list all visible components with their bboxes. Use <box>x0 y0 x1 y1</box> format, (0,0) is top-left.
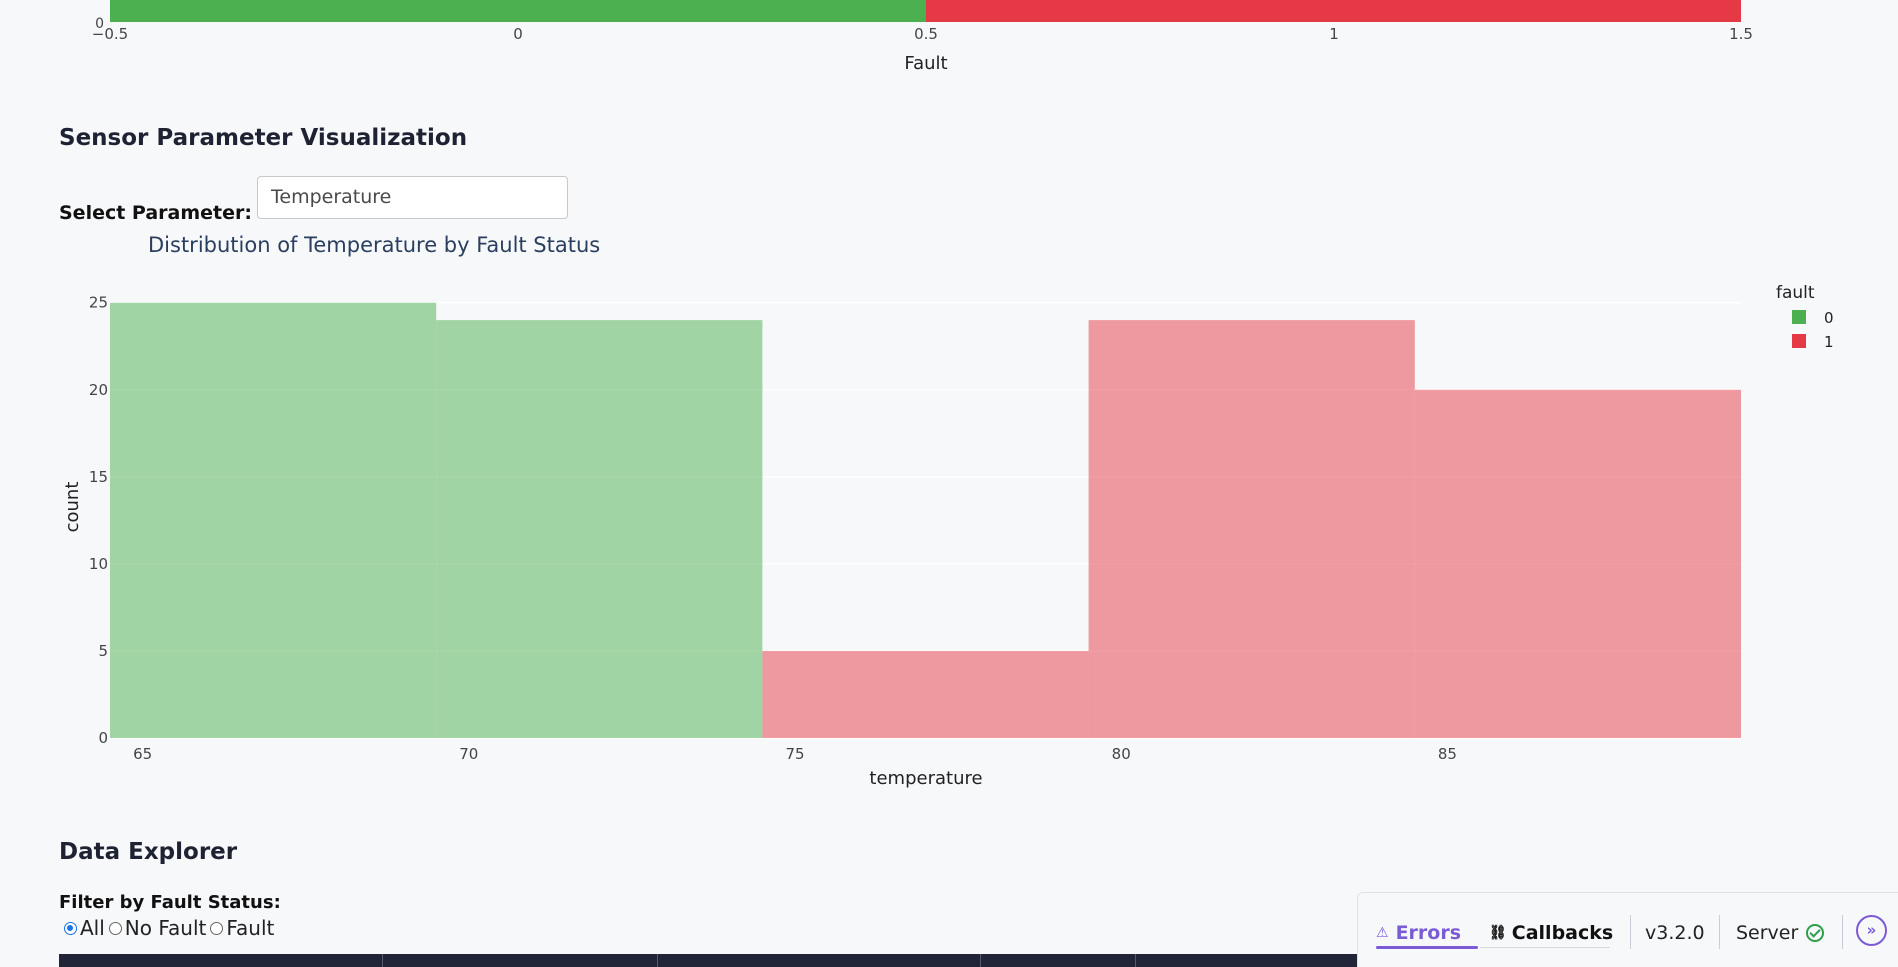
sensor-section-title: Sensor Parameter Visualization <box>59 125 468 151</box>
top-x-tick: 0.5 <box>914 25 938 43</box>
dev-tools-bar: ⚠ Errors ⛓ Callbacks v3.2.0 Server » <box>1357 892 1898 967</box>
fault-0-bar <box>110 0 926 22</box>
server-label: Server <box>1736 922 1799 944</box>
x-tick-label: 75 <box>785 745 804 763</box>
y-axis-label: count <box>62 482 83 533</box>
divider <box>1719 915 1720 949</box>
y-tick-label: 20 <box>89 381 108 399</box>
callbacks-tab[interactable]: ⛓ Callbacks <box>1489 922 1613 944</box>
radio-fault[interactable]: Fault <box>210 916 274 940</box>
x-tick-label: 65 <box>133 745 152 763</box>
histogram-bar-fault-1 <box>1088 320 1415 738</box>
top-x-tick: 1.5 <box>1729 25 1753 43</box>
divider <box>1842 915 1843 949</box>
radio-all[interactable]: All <box>64 916 105 940</box>
histogram-bar-fault-0 <box>110 302 437 738</box>
top-x-tick: 1 <box>1329 25 1339 43</box>
radio-all-circle[interactable] <box>64 921 77 935</box>
callback-graph-icon: ⛓ <box>1489 925 1507 941</box>
y-tick-label: 25 <box>89 294 108 312</box>
legend-swatch-0 <box>1792 310 1806 324</box>
table-column-separator <box>382 954 383 967</box>
radio-no-fault-circle[interactable] <box>108 921 122 935</box>
temperature-histogram: Distribution of Temperature by Fault Sta… <box>62 233 1834 789</box>
top-y-tick: 0 <box>95 16 104 32</box>
callbacks-tab-underline <box>1480 947 1610 948</box>
histogram-bar-fault-0 <box>436 320 763 738</box>
divider <box>1630 915 1631 949</box>
x-tick-label: 80 <box>1112 745 1131 763</box>
version-label: v3.2.0 <box>1645 922 1705 944</box>
fault-filter-radio-group: All No Fault Fault <box>64 916 278 940</box>
server-status[interactable]: Server <box>1736 922 1825 944</box>
errors-tab-underline <box>1376 946 1478 949</box>
legend-label-0[interactable]: 0 <box>1824 309 1834 327</box>
callbacks-label: Callbacks <box>1511 922 1614 944</box>
x-axis-label: temperature <box>869 768 982 789</box>
select-parameter-label: Select Parameter: <box>59 202 252 224</box>
top-x-tick: −0.5 <box>92 25 128 43</box>
warning-icon: ⚠ <box>1376 925 1389 941</box>
y-tick-label: 5 <box>98 642 108 660</box>
table-column-separator <box>1135 954 1136 967</box>
top-x-tick: 0 <box>513 25 523 43</box>
y-tick-label: 10 <box>89 555 108 573</box>
legend-label-1[interactable]: 1 <box>1824 333 1834 351</box>
top-x-axis-label: Fault <box>904 53 947 74</box>
radio-all-label: All <box>80 916 105 940</box>
legend-title: fault <box>1776 283 1815 303</box>
fault-1-bar <box>926 0 1741 22</box>
check-circle-icon <box>1806 924 1825 942</box>
x-tick-label: 70 <box>459 745 478 763</box>
legend-swatch-1 <box>1792 334 1806 348</box>
y-tick-label: 15 <box>89 468 108 486</box>
x-tick-label: 85 <box>1438 745 1457 763</box>
table-column-separator <box>657 954 658 967</box>
histogram-bar-fault-1 <box>762 650 1089 738</box>
y-tick-label: 0 <box>98 729 108 747</box>
data-explorer-title: Data Explorer <box>59 839 238 865</box>
expand-icon[interactable]: » <box>1856 915 1887 946</box>
filter-label: Filter by Fault Status: <box>59 892 281 913</box>
errors-label: Errors <box>1395 922 1462 944</box>
parameter-dropdown[interactable]: Temperature <box>257 176 568 219</box>
chart-title: Distribution of Temperature by Fault Sta… <box>148 233 600 257</box>
radio-no-fault[interactable]: No Fault <box>108 916 207 940</box>
radio-fault-label: Fault <box>226 916 275 940</box>
fault-count-chart: 0 −0.5 0 0.5 1 1.5 Fault <box>92 0 1753 74</box>
errors-tab[interactable]: ⚠ Errors <box>1376 922 1461 944</box>
histogram-bar-fault-1 <box>1414 389 1741 738</box>
radio-fault-circle[interactable] <box>210 921 224 935</box>
data-table-header <box>59 954 1357 967</box>
table-column-separator <box>980 954 981 967</box>
radio-no-fault-label: No Fault <box>124 916 207 940</box>
